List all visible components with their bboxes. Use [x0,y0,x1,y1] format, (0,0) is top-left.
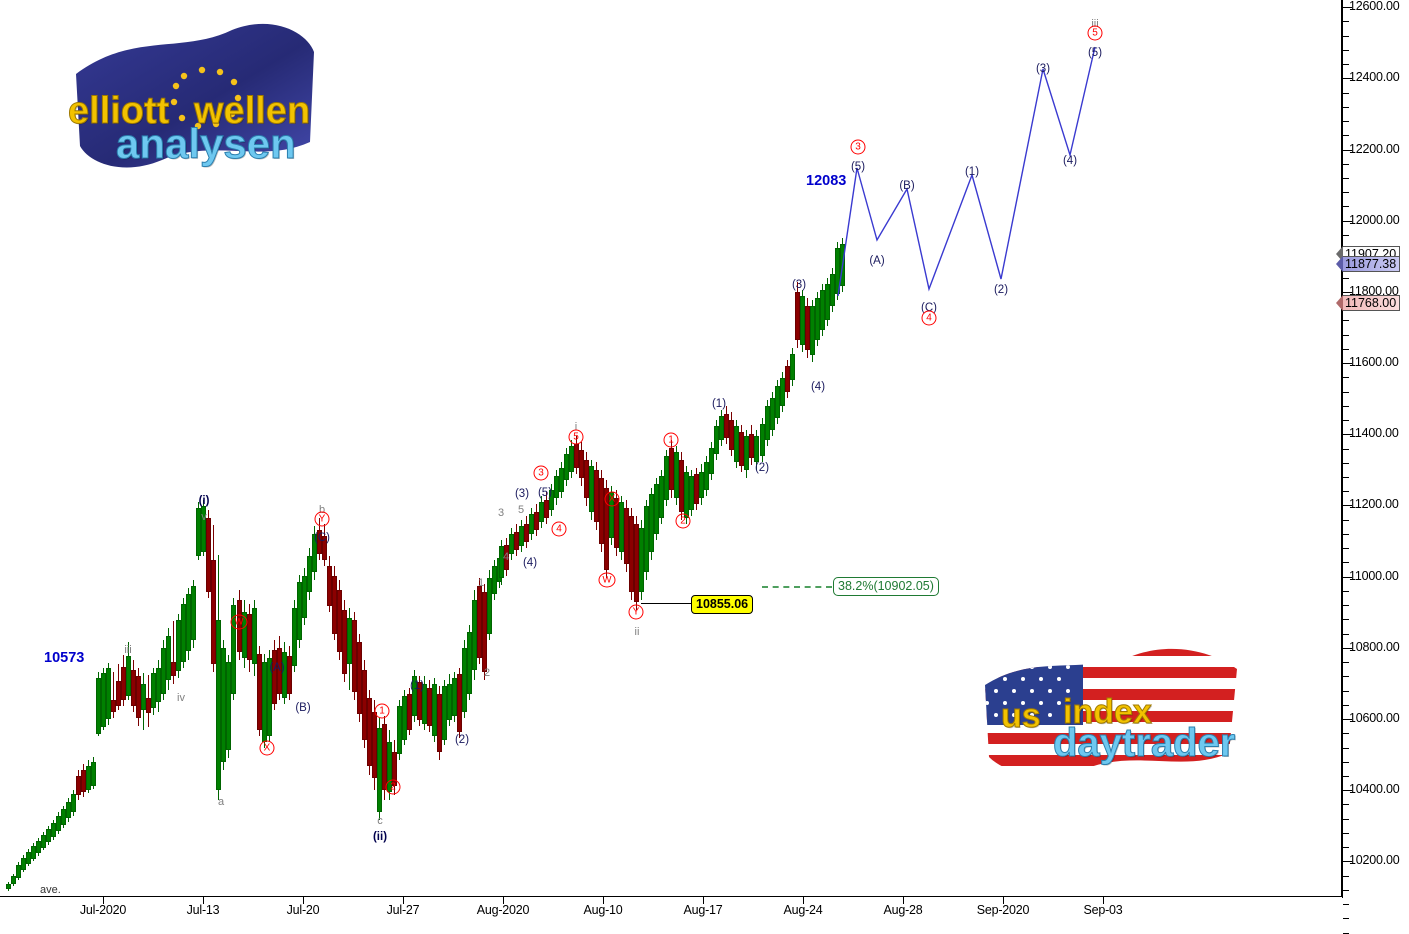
wave-label: (1) [964,166,980,178]
wave-label: v [201,511,207,523]
wave-label: 4 [502,551,510,563]
circled-wave-label: 1 [663,432,679,448]
wave-label: i [574,421,578,433]
wave-label: (5) [1087,47,1103,59]
circled-wave-label: Y [314,511,330,527]
price-axis-label: 10400.00 [1349,782,1400,797]
price-axis-label: 12200.00 [1349,141,1400,156]
date-axis-label: Sep-2020 [976,903,1030,917]
circled-wave-label: 3 [533,465,549,481]
date-axis-label: Sep-03 [1083,903,1123,917]
price-axis-label: 11800.00 [1349,283,1399,298]
circled-wave-label: W [598,572,616,588]
marker-arrow-icon [1336,295,1343,312]
wave-label: (1) [711,398,727,410]
date-axis-label: Jul-2020 [79,903,127,917]
plot-area [0,0,1342,897]
wave-label: (3) [514,488,530,500]
fib-retracement-label: 38.2%(10902.05) [833,577,939,596]
wave-label: (2) [993,284,1009,296]
elliott-wellen-analysen-logo: elliott wellen analysen [62,14,330,190]
price-axis-label: 10600.00 [1349,711,1400,726]
marker-label: 11877.38 [1343,256,1401,273]
date-axis-label: Aug-24 [783,903,823,917]
price-axis-label: 12400.00 [1349,70,1400,85]
wave-label: iii [124,644,132,656]
circled-wave-label: 5 [568,429,584,445]
circled-wave-label: X [604,491,620,507]
wave-label: iv [177,692,185,704]
price-axis-label: 12600.00 [1349,0,1400,14]
circled-wave-label: W [230,614,248,630]
wave-label: 2 [483,667,491,679]
circled-wave-label: 4 [551,521,567,537]
price-axis-label: 11000.00 [1349,568,1399,583]
circled-wave-label: 4 [921,310,937,326]
wave-label: ii [634,626,640,638]
marker-arrow-icon [1336,256,1343,273]
low-anchor-price: 10573 [44,650,85,666]
date-axis-label: Jul-27 [386,903,420,917]
circled-wave-label: X [259,740,275,756]
last-price-leader-line [641,603,692,604]
wave-label: (2) [454,734,470,746]
price-axis-line [1342,0,1343,898]
last-price-tag: 10855.06 [691,595,754,614]
wave-label: (3) [1035,63,1051,75]
circled-wave-label: 3 [850,139,866,155]
price-axis-label: 12000.00 [1349,212,1400,227]
wave-label: c [377,815,383,827]
eu-flag-icon [76,23,314,168]
circled-wave-label: 2 [385,779,401,795]
date-axis-label: Aug-28 [883,903,923,917]
wave-label: (5) [850,161,866,173]
wave-label: (B) [295,702,311,714]
price-marker: 11768.00 [1336,295,1401,312]
wave-label: (1) [409,680,425,692]
wave-label: (A) [269,662,285,674]
circled-wave-label: Y [628,604,644,620]
us-flag-icon [985,648,1237,777]
wave-label: iii [1091,18,1099,30]
wave-label: 1 [477,577,485,589]
wave-label: (A) [869,255,885,267]
wave-label: (5) [537,487,553,499]
wave-label: (3) [791,279,807,291]
high-anchor-price: 12083 [806,173,847,189]
price-axis-label: 11600.00 [1349,355,1399,370]
fib-retracement-line [762,586,832,588]
wave-label: (4) [1062,155,1078,167]
wave-label: 5 [517,504,525,516]
wave-label: (4) [810,381,826,393]
clipped-indicator-text: ave. [40,884,61,896]
price-axis-label: 11200.00 [1349,497,1399,512]
price-axis-label: 10800.00 [1349,639,1400,654]
marker-arrow-icon [1336,245,1343,262]
wave-label: 3 [497,507,505,519]
wave-label: (C) [314,532,330,544]
us-index-daytrader-logo: us index daytrader [975,645,1255,795]
wave-label: b [318,504,326,516]
circled-wave-label: 5 [1087,25,1103,41]
date-axis-label: Aug-10 [583,903,623,917]
wave-label: (ii) [372,831,388,843]
price-axis-label: 10200.00 [1349,853,1400,868]
price-axis-label: 11400.00 [1349,426,1399,441]
date-axis-label: Aug-2020 [476,903,530,917]
circled-wave-label: 1 [374,703,390,719]
wave-label: (4) [522,557,538,569]
price-marker: 11877.38 [1336,256,1401,273]
price-axis[interactable]: 12600.00 12400.00 12200.00 12000.00 11800.00… [1343,0,1409,919]
date-axis-label: Aug-17 [683,903,723,917]
wave-label: (C) [921,302,937,314]
wave-label: (i) [198,495,210,507]
circled-wave-label: 2 [675,513,691,529]
date-axis-label: Jul-13 [186,903,220,917]
wave-label: (2) [754,462,770,474]
wave-label: (B) [899,180,915,192]
date-axis-label: Jul-20 [286,903,320,917]
wave-label: a [217,796,225,808]
marker-label: 11768.00 [1343,295,1401,312]
